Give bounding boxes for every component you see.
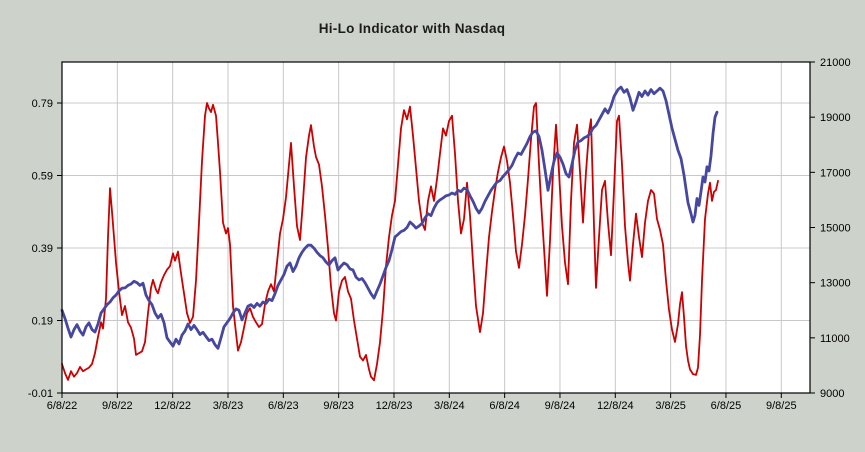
x-tick-label: 9/8/24 <box>545 400 576 412</box>
right-tick-label: 17000 <box>820 167 851 179</box>
x-tick-label: 3/8/25 <box>655 400 686 412</box>
left-tick-label: 0.59 <box>32 170 53 182</box>
left-tick-label: 0.39 <box>32 243 53 255</box>
right-tick-label: 21000 <box>820 57 851 69</box>
right-tick-label: 15000 <box>820 223 851 235</box>
x-tick-label: 6/8/22 <box>47 400 78 412</box>
chart-title: Hi-Lo Indicator with Nasdaq <box>318 21 506 36</box>
x-tick-label: 12/8/22 <box>154 400 191 412</box>
x-tick-label: 6/8/24 <box>489 400 520 412</box>
left-tick-label: 0.19 <box>32 315 53 327</box>
x-tick-label: 3/8/23 <box>213 400 244 412</box>
x-tick-label: 12/8/24 <box>597 400 634 412</box>
left-tick-label: -0.01 <box>28 388 53 400</box>
x-tick-label: 9/8/23 <box>323 400 354 412</box>
nasdaq-line <box>60 85 719 350</box>
right-tick-label: 19000 <box>820 112 851 124</box>
x-tick-label: 3/8/24 <box>434 400 465 412</box>
x-tick-label: 9/8/25 <box>766 400 797 412</box>
right-tick-label: 9000 <box>820 388 844 400</box>
x-tick-label: 6/8/23 <box>268 400 299 412</box>
x-tick-label: 6/8/25 <box>711 400 742 412</box>
right-tick-label: 13000 <box>820 278 851 290</box>
right-tick-label: 11000 <box>820 333 850 345</box>
x-tick-label: 9/8/22 <box>102 400 133 412</box>
x-tick-label: 12/8/23 <box>376 400 413 412</box>
left-tick-label: 0.79 <box>32 98 53 110</box>
hi-lo-indicator-line <box>61 102 719 382</box>
